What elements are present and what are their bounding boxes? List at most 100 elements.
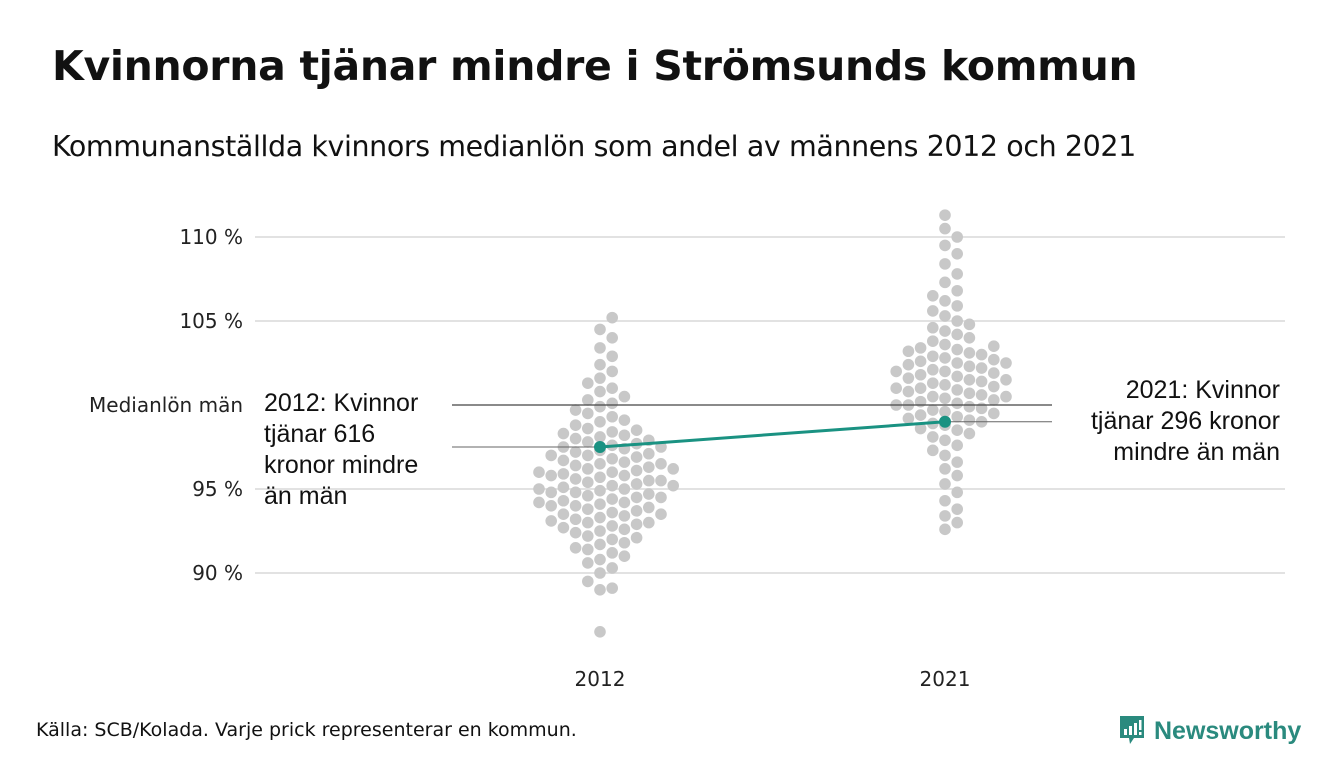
data-point-2021 <box>963 318 976 331</box>
data-point-2021 <box>939 392 951 405</box>
data-point-2021 <box>963 360 976 373</box>
data-point-2012 <box>618 523 631 536</box>
y-tick-label: 90 % <box>192 561 243 585</box>
data-point-2012 <box>606 350 618 363</box>
data-point-2021 <box>963 427 976 440</box>
data-point-2021 <box>927 290 939 302</box>
data-point-2012 <box>582 516 594 529</box>
data-point-2012 <box>569 404 582 416</box>
data-point-2012 <box>545 500 557 512</box>
data-point-2012 <box>643 516 655 529</box>
data-point-2012 <box>545 469 557 482</box>
data-point-2021 <box>975 389 988 401</box>
data-point-2012 <box>569 513 582 526</box>
annotation-2012: kronor mindre <box>264 451 418 479</box>
data-point-2021 <box>951 503 963 515</box>
data-point-2021 <box>988 380 1000 393</box>
data-point-2021 <box>951 248 963 260</box>
data-point-2012 <box>594 511 606 524</box>
data-point-2021 <box>963 414 976 426</box>
data-point-2012 <box>582 543 594 556</box>
data-point-2012 <box>606 382 618 395</box>
data-point-2012 <box>582 476 594 489</box>
data-point-2021 <box>939 209 951 221</box>
data-point-2021 <box>951 516 963 529</box>
data-point-2012 <box>594 323 606 336</box>
data-point-2021 <box>902 345 915 358</box>
data-point-2012 <box>582 575 594 588</box>
data-point-2012 <box>643 501 655 514</box>
data-point-2021 <box>902 358 915 371</box>
data-point-2012 <box>594 342 606 354</box>
annotation-2012: 2012: Kvinnor <box>264 389 418 417</box>
data-point-2021 <box>951 384 963 396</box>
chart-title: Kvinnorna tjänar mindre i Strömsunds kom… <box>52 42 1138 90</box>
data-point-2021 <box>951 410 963 423</box>
data-point-2021 <box>951 424 963 437</box>
data-point-2012 <box>618 483 631 495</box>
data-point-2021 <box>939 258 951 270</box>
data-point-2021 <box>963 374 976 386</box>
data-point-2012 <box>667 463 679 475</box>
data-point-2021 <box>951 315 963 327</box>
data-point-2021 <box>1000 357 1012 369</box>
data-point-2012 <box>582 557 594 569</box>
data-point-2012 <box>594 538 606 551</box>
data-point-2021 <box>1000 374 1012 386</box>
data-point-2012 <box>557 521 570 534</box>
brand-name: Newsworthy <box>1154 716 1302 745</box>
data-point-2012 <box>557 427 570 440</box>
data-point-2012 <box>606 466 618 479</box>
data-point-2012 <box>557 508 570 520</box>
data-point-2021 <box>963 332 976 344</box>
data-point-2012 <box>569 459 582 472</box>
source-note: Källa: SCB/Kolada. Varje prick represent… <box>36 719 577 741</box>
data-point-2021 <box>963 400 976 413</box>
data-point-2012 <box>606 452 618 465</box>
data-point-2021 <box>939 494 951 507</box>
y-tick-label: 105 % <box>179 309 243 333</box>
data-point-2021 <box>939 449 951 462</box>
data-point-2012 <box>594 372 606 384</box>
data-point-2012 <box>594 471 606 484</box>
data-point-2012 <box>606 582 618 594</box>
annotation-2021: mindre än män <box>1113 438 1280 466</box>
data-point-2012 <box>606 520 618 532</box>
data-point-2012 <box>606 533 618 546</box>
data-point-2012 <box>606 311 618 324</box>
data-point-2012 <box>643 474 655 487</box>
data-point-2021 <box>914 355 927 368</box>
data-point-2021 <box>939 379 951 391</box>
data-point-2012 <box>594 525 606 537</box>
data-point-2012 <box>606 493 618 505</box>
data-point-2021 <box>927 377 939 389</box>
data-point-2021 <box>914 382 927 395</box>
data-point-2021 <box>939 338 951 351</box>
data-point-2021 <box>939 434 951 447</box>
data-point-2012 <box>582 394 594 406</box>
data-point-2021 <box>939 365 951 378</box>
data-point-2021 <box>939 239 951 252</box>
data-point-2012 <box>594 553 606 566</box>
data-point-2021 <box>988 353 1000 366</box>
data-point-2012 <box>630 518 643 531</box>
data-point-2012 <box>557 468 570 480</box>
data-point-2021 <box>951 370 963 383</box>
data-point-2021 <box>939 352 951 364</box>
data-point-2021 <box>951 357 963 369</box>
x-tick-label: 2012 <box>575 667 626 691</box>
data-point-2012 <box>606 332 618 344</box>
data-point-2012 <box>594 584 606 596</box>
data-point-2012 <box>606 365 618 378</box>
data-point-2012 <box>533 496 545 509</box>
reference-line-label: Medianlön män <box>89 393 243 417</box>
data-point-2012 <box>569 500 582 512</box>
data-point-2021 <box>988 340 1000 353</box>
highlight-point-2012 <box>594 441 606 453</box>
data-point-2021 <box>963 347 976 359</box>
data-point-2021 <box>951 397 963 410</box>
data-point-2012 <box>533 466 545 479</box>
data-point-2021 <box>927 444 939 457</box>
data-point-2021 <box>939 510 951 522</box>
